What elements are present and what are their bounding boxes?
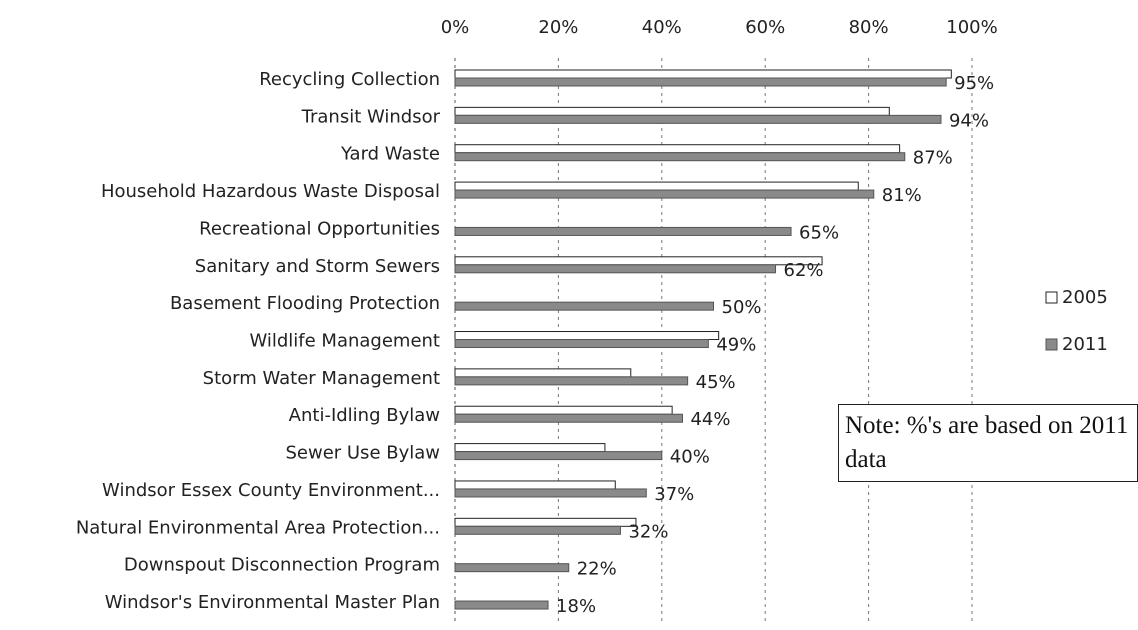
x-tick-label: 80%: [849, 17, 889, 38]
x-tick-label: 0%: [441, 17, 470, 38]
bar: [454, 525, 621, 535]
bar: [454, 256, 823, 266]
category-label: Sanitary and Storm Sewers: [195, 256, 440, 277]
value-label: 37%: [654, 484, 694, 505]
bar: [454, 114, 942, 124]
category-label: Sewer Use Bylaw: [285, 443, 440, 464]
x-tick-label: 40%: [642, 17, 682, 38]
value-label: 40%: [670, 447, 710, 468]
bar: [454, 443, 606, 453]
legend-label: 2005: [1062, 287, 1108, 308]
legend-swatch: [1045, 291, 1058, 304]
bar: [454, 331, 720, 341]
bar: [454, 451, 663, 461]
x-tick-label: 20%: [538, 17, 578, 38]
bar: [454, 563, 570, 573]
value-label: 87%: [913, 148, 953, 169]
value-label: 49%: [716, 335, 756, 356]
bar: [454, 405, 673, 415]
value-label: 50%: [722, 297, 762, 318]
bar: [454, 339, 709, 349]
bar: [454, 368, 632, 378]
category-label: Windsor's Environmental Master Plan: [105, 592, 440, 613]
x-tick-label: 100%: [946, 17, 997, 38]
bar: [454, 376, 689, 386]
bar: [454, 517, 637, 527]
bar: [454, 106, 890, 116]
bar: [454, 189, 875, 199]
category-label: Windsor Essex County Environment...: [102, 480, 440, 501]
category-label: Transit Windsor: [301, 106, 441, 127]
category-label: Basement Flooding Protection: [170, 293, 440, 314]
bar: [454, 152, 906, 162]
legend-label: 2011: [1062, 334, 1108, 355]
value-label: 81%: [882, 185, 922, 206]
bar: [454, 301, 714, 311]
category-label: Anti-Idling Bylaw: [289, 405, 440, 426]
bar: [454, 77, 947, 87]
value-label: 22%: [577, 559, 617, 580]
category-label: Downspout Disconnection Program: [124, 555, 440, 576]
category-label: Household Hazardous Waste Disposal: [101, 181, 440, 202]
value-label: 32%: [628, 521, 668, 542]
category-label: Recreational Opportunities: [199, 218, 440, 239]
category-label: Storm Water Management: [203, 368, 440, 389]
bar: [454, 480, 616, 490]
bar: [454, 264, 777, 274]
value-label: 44%: [690, 409, 730, 430]
bar: [454, 226, 792, 236]
category-label: Natural Environmental Area Protection...: [76, 517, 440, 538]
value-label: 65%: [799, 222, 839, 243]
legend-swatch: [1045, 338, 1058, 351]
category-label: Yard Waste: [340, 144, 440, 165]
category-label: Recycling Collection: [259, 69, 440, 90]
x-tick-label: 60%: [745, 17, 785, 38]
bar: [454, 600, 549, 610]
value-label: 45%: [696, 372, 736, 393]
bar: [454, 488, 647, 498]
bar: [454, 181, 859, 191]
bar: [454, 413, 683, 423]
value-label: 94%: [949, 110, 989, 131]
bar: [454, 144, 901, 154]
note: Note: %'s are based on 2011 data: [838, 404, 1138, 482]
value-label: 95%: [954, 73, 994, 94]
bar: [454, 69, 952, 79]
category-label: Wildlife Management: [249, 331, 440, 352]
value-label: 18%: [556, 596, 596, 617]
value-label: 62%: [784, 260, 824, 281]
